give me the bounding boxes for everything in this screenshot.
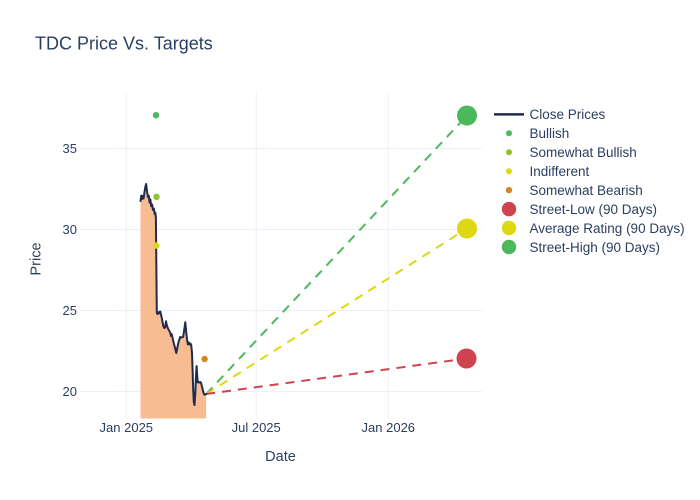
- svg-text:Bullish: Bullish: [530, 126, 570, 141]
- svg-text:20: 20: [63, 384, 77, 399]
- svg-text:Street-High (90 Days): Street-High (90 Days): [530, 240, 661, 255]
- svg-text:Close Prices: Close Prices: [530, 107, 606, 122]
- svg-text:Indifferent: Indifferent: [530, 164, 590, 179]
- svg-text:35: 35: [63, 141, 77, 156]
- svg-text:Somewhat Bullish: Somewhat Bullish: [530, 145, 637, 160]
- svg-text:Jan 2025: Jan 2025: [100, 420, 154, 435]
- svg-text:Average Rating (90 Days): Average Rating (90 Days): [530, 221, 685, 236]
- svg-text:30: 30: [63, 222, 77, 237]
- svg-text:Jan 2026: Jan 2026: [362, 420, 416, 435]
- svg-text:25: 25: [63, 303, 77, 318]
- svg-text:Date: Date: [265, 449, 296, 465]
- svg-text:Somewhat Bearish: Somewhat Bearish: [530, 183, 643, 198]
- svg-text:Street-Low (90 Days): Street-Low (90 Days): [530, 202, 658, 217]
- svg-text:TDC Price Vs. Targets: TDC Price Vs. Targets: [35, 34, 213, 54]
- svg-text:Jul 2025: Jul 2025: [232, 420, 281, 435]
- svg-text:Price: Price: [29, 242, 45, 275]
